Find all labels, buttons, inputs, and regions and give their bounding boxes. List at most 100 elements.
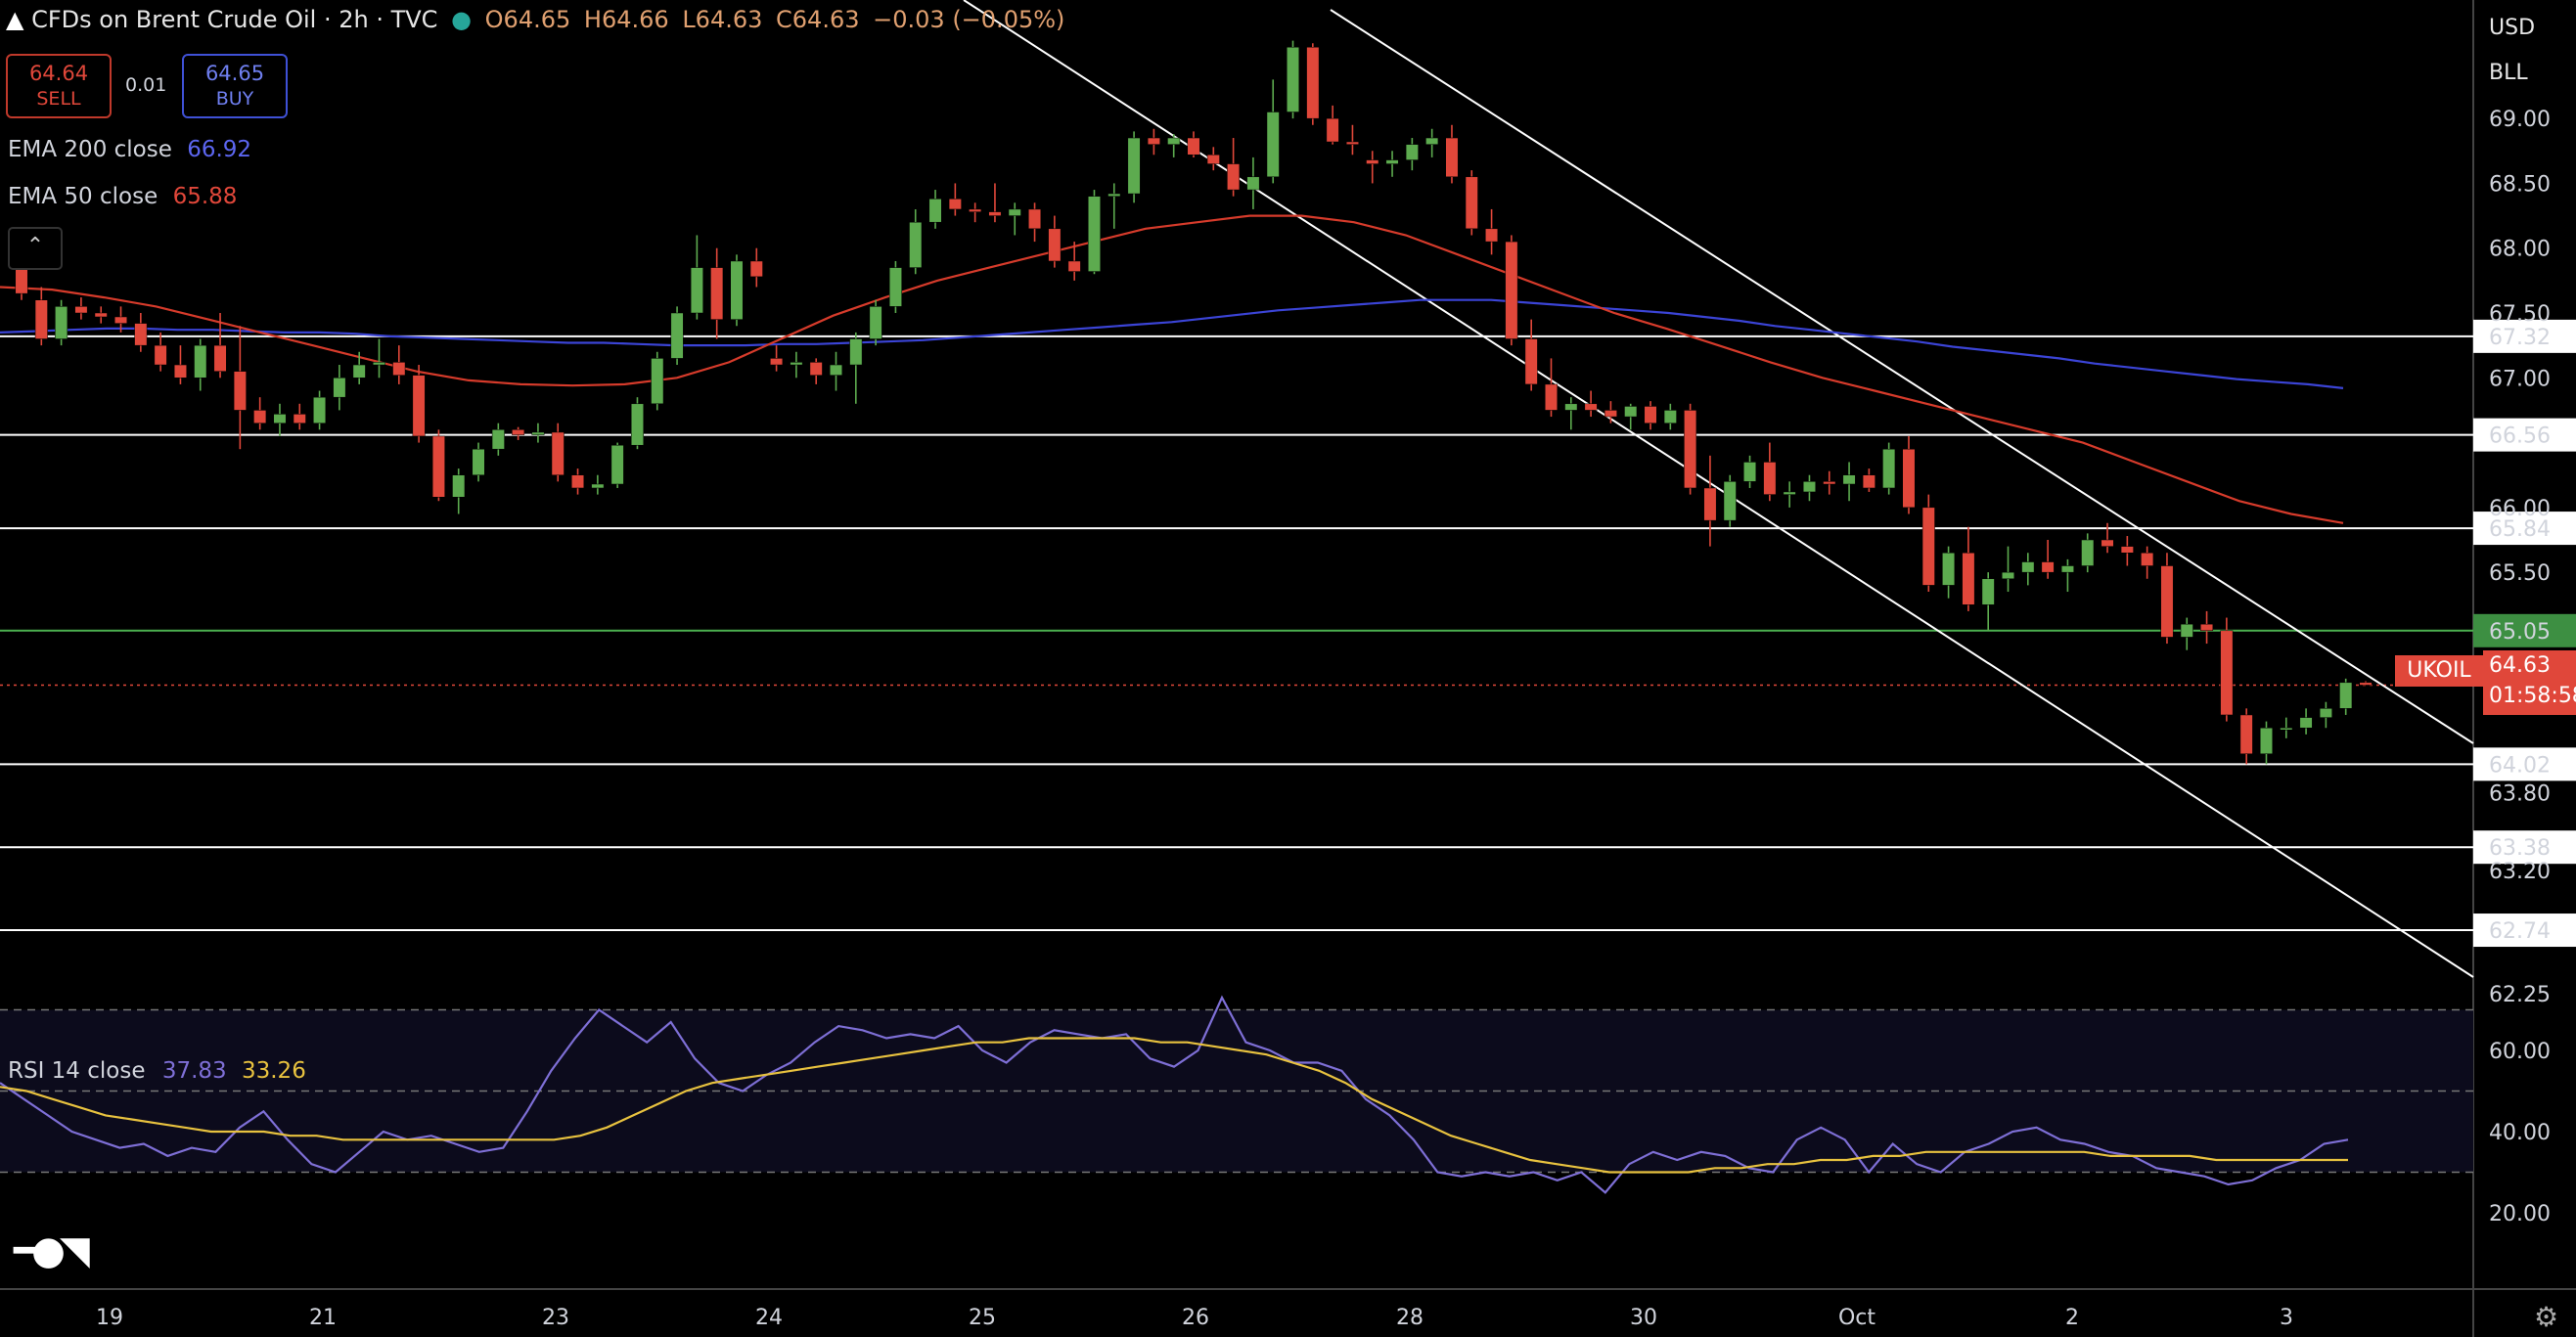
candle-body: [1287, 46, 1300, 112]
price-tick-label: 69.00: [2489, 108, 2551, 132]
ema200-line: [0, 298, 2344, 389]
candle-body: [1723, 481, 1737, 521]
candle-body: [1246, 176, 1260, 191]
time-tick-label: 19: [96, 1306, 123, 1330]
sell-button[interactable]: 64.64 SELL: [6, 54, 112, 118]
tradingview-logo[interactable]: ━●◥: [14, 1228, 90, 1273]
candle-body: [909, 221, 923, 268]
candle-body: [1008, 208, 1021, 216]
chevron-up-icon: ⌃: [25, 234, 45, 258]
level-label: 64.02: [2489, 753, 2551, 778]
candle-body: [491, 429, 505, 450]
candle-body: [1902, 448, 1916, 509]
price-axis[interactable]: 67.32 66.56 65.84 65.05 64.02 63.38 62.74 69.00…: [2473, 108, 2576, 1226]
candle-body: [2280, 727, 2293, 731]
candle-body: [1524, 338, 1538, 385]
candle-body: [333, 378, 346, 398]
candle-body: [1663, 410, 1677, 423]
ema50-legend[interactable]: EMA 50 close 65.88: [8, 184, 237, 209]
buy-button[interactable]: 64.65 BUY: [182, 54, 288, 118]
time-tick-label: 30: [1630, 1306, 1657, 1330]
time-tick-label: 3: [2280, 1306, 2293, 1330]
candle-body: [1981, 578, 1995, 605]
rsi-label: RSI 14 close: [8, 1058, 146, 1084]
candle-body: [55, 306, 68, 339]
candle-body: [770, 358, 784, 366]
current-price: 64.63: [2489, 653, 2551, 678]
ohlc-open: O64.65: [484, 6, 571, 33]
candle-body: [591, 483, 605, 489]
candle-body: [1962, 553, 1975, 605]
candle-body: [1743, 462, 1757, 482]
candle-body: [969, 208, 982, 212]
candle-body: [1584, 403, 1598, 411]
candle-body: [2239, 714, 2253, 754]
settings-gear-icon[interactable]: ⚙: [2534, 1301, 2559, 1333]
price-tick-label: 67.00: [2489, 367, 2551, 391]
candle-body: [1624, 406, 1638, 418]
price-tick-label: 67.50: [2489, 302, 2551, 327]
currency-label: USD: [2489, 16, 2536, 40]
candle-body: [1048, 228, 1062, 262]
candle-body: [74, 306, 88, 314]
rsi-pane[interactable]: [0, 995, 2473, 1194]
unit-label: BLL: [2489, 61, 2528, 85]
candle-body: [15, 267, 28, 294]
tv-logo-icon: ━●◥: [14, 1228, 90, 1273]
candle-body: [670, 312, 684, 359]
candle-body: [2160, 565, 2174, 638]
level-label-bg: [2473, 747, 2576, 781]
candle-body: [1366, 159, 1379, 164]
currency-selector[interactable]: USD BLL: [2489, 6, 2567, 96]
candle-body: [1345, 141, 1359, 145]
candle-body: [1802, 481, 1816, 493]
candle-body: [1227, 163, 1241, 191]
level-label: 63.38: [2489, 836, 2551, 861]
level-label-bg: [2473, 319, 2576, 353]
ema200-legend[interactable]: EMA 200 close 66.92: [8, 137, 251, 162]
level-label: 65.84: [2489, 517, 2551, 542]
price-tick-label: 66.00: [2489, 497, 2551, 521]
candle-body: [730, 260, 744, 320]
candle-body: [1823, 481, 1836, 485]
price-tick-label: 63.20: [2489, 860, 2551, 884]
candle-body: [2081, 539, 2095, 566]
candle-body: [630, 403, 644, 446]
candle-body: [2200, 623, 2214, 632]
buy-price: 64.65: [204, 62, 265, 85]
market-status-icon: ●: [451, 6, 473, 33]
candle-body: [1385, 159, 1399, 164]
candle-body: [94, 312, 108, 318]
candle-body: [610, 444, 624, 485]
symbol-title[interactable]: CFDs on Brent Crude Oil · 2h · TVC: [31, 6, 438, 33]
candle-body: [1067, 260, 1081, 272]
time-axis[interactable]: 19 21 23 24 25 26 28 30 Oct 2 3: [96, 1306, 2293, 1330]
candle-body: [928, 199, 942, 223]
candle-body: [1921, 507, 1935, 586]
collapse-legend-button[interactable]: ⌃: [8, 227, 63, 270]
candle-body: [1703, 487, 1717, 521]
candle-body: [2220, 630, 2234, 716]
candle-body: [2339, 682, 2353, 709]
candle-body: [948, 199, 962, 210]
horizontal-levels: [0, 334, 2473, 932]
rsi-legend[interactable]: RSI 14 close 37.83 33.26: [8, 1058, 306, 1084]
level-label: 65.05: [2489, 620, 2551, 645]
candle-body: [1306, 46, 1320, 119]
price-tick-label: 68.00: [2489, 238, 2551, 262]
candle-body: [2319, 708, 2332, 718]
candle-body: [1485, 228, 1499, 243]
ema-lines: [0, 214, 2344, 524]
level-label: 67.32: [2489, 326, 2551, 350]
candle-body: [253, 410, 267, 423]
candle-body: [1842, 474, 1856, 485]
candle-body: [352, 364, 366, 379]
candle-body: [34, 299, 48, 339]
candle-body: [651, 358, 664, 405]
candle-body: [2060, 565, 2074, 573]
candle-body: [1604, 410, 1617, 418]
candle-body: [1862, 474, 1876, 489]
candle-body: [1266, 111, 1280, 178]
candle-body: [1544, 383, 1558, 411]
